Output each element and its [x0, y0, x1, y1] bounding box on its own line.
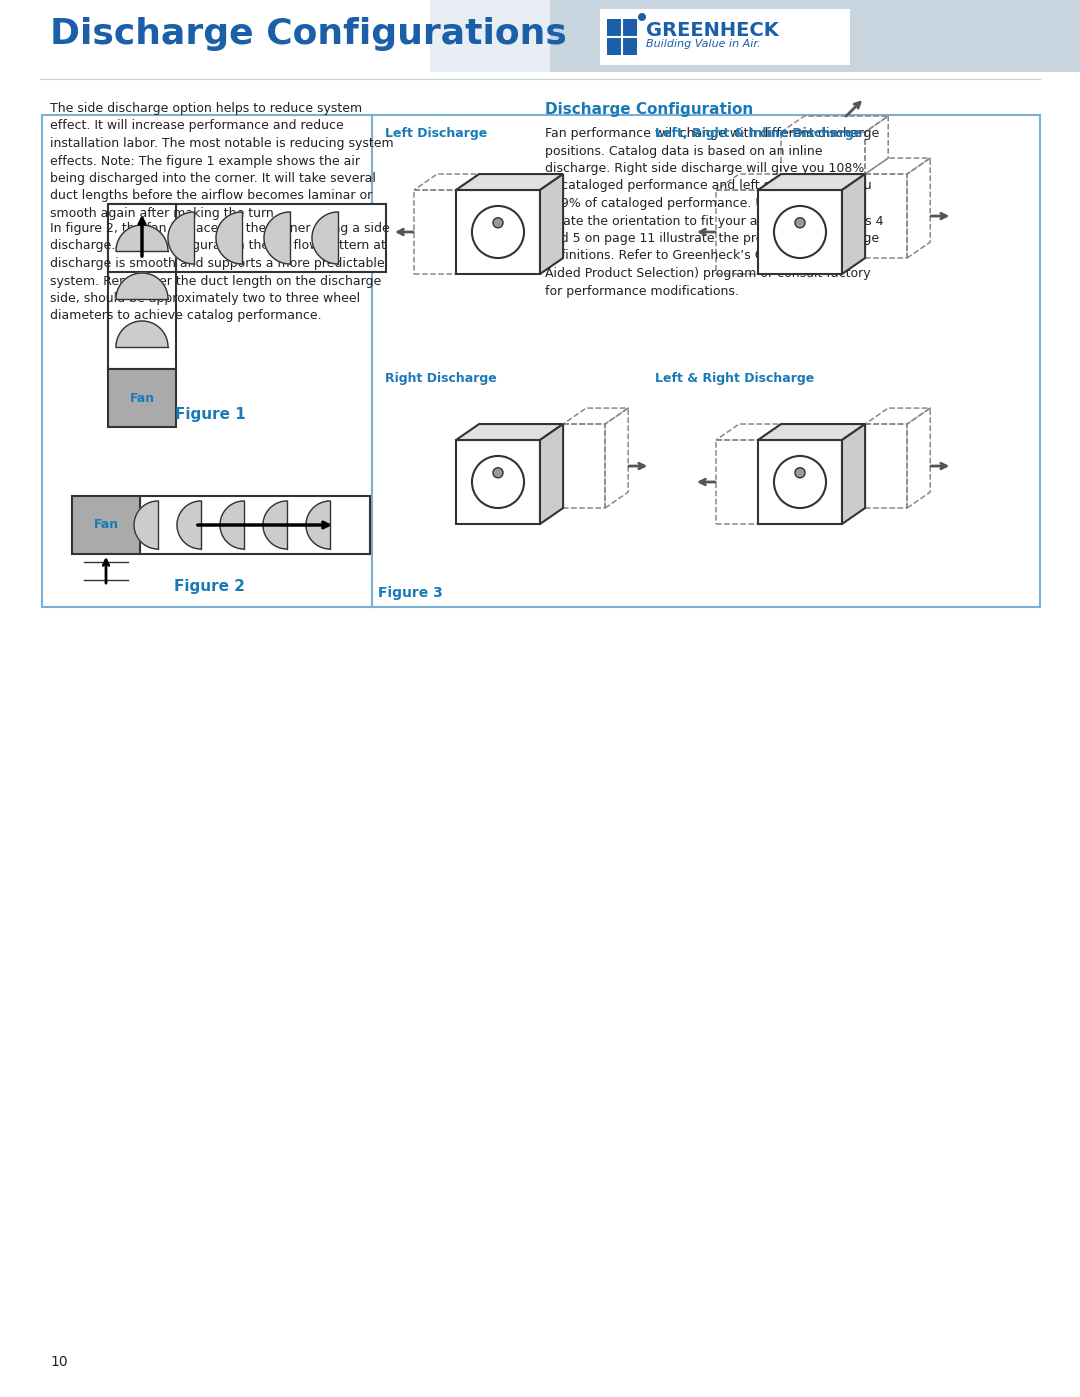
Polygon shape	[264, 502, 287, 549]
Polygon shape	[758, 190, 842, 274]
Polygon shape	[220, 502, 244, 549]
Polygon shape	[456, 425, 563, 440]
Bar	[372, 115, 1040, 608]
Polygon shape	[758, 440, 842, 524]
Text: The side discharge option helps to reduce system
effect. It will increase perfor: The side discharge option helps to reduc…	[50, 102, 393, 219]
Bar	[430, 0, 550, 73]
Text: Fan performance will change with different discharge
positions. Catalog data is : Fan performance will change with differe…	[545, 127, 883, 298]
Polygon shape	[456, 440, 540, 524]
Polygon shape	[312, 212, 338, 264]
Text: Discharge Configuration: Discharge Configuration	[545, 102, 753, 117]
Bar	[140, 496, 370, 555]
Polygon shape	[456, 175, 563, 190]
Text: Discharge Configurations: Discharge Configurations	[50, 17, 567, 52]
Text: Fan: Fan	[94, 518, 119, 531]
Text: GREENHECK: GREENHECK	[646, 21, 779, 41]
Bar	[430, 0, 1080, 73]
Bar	[108, 204, 176, 272]
Polygon shape	[306, 502, 330, 549]
Text: Left, Right & Inline Discharge: Left, Right & Inline Discharge	[654, 127, 862, 140]
Text: In figure 2, the fan is placed in the corner using a side
discharge. In this con: In figure 2, the fan is placed in the co…	[50, 222, 390, 323]
Polygon shape	[168, 212, 194, 264]
Polygon shape	[842, 425, 865, 524]
Bar	[600, 8, 850, 66]
Polygon shape	[116, 321, 168, 346]
Polygon shape	[216, 212, 242, 264]
Bar	[72, 496, 140, 555]
Polygon shape	[540, 175, 563, 274]
Text: Fan: Fan	[130, 391, 154, 405]
Text: Left & Right Discharge: Left & Right Discharge	[654, 372, 814, 386]
Text: Right Discharge: Right Discharge	[384, 372, 497, 386]
Bar	[42, 115, 372, 608]
Polygon shape	[842, 175, 865, 274]
Circle shape	[774, 455, 826, 509]
Polygon shape	[540, 425, 563, 524]
Text: Left Discharge: Left Discharge	[384, 127, 487, 140]
Circle shape	[472, 205, 524, 258]
Text: Figure 3: Figure 3	[378, 585, 443, 599]
Bar	[108, 369, 176, 427]
Polygon shape	[758, 425, 865, 440]
Circle shape	[795, 218, 805, 228]
Circle shape	[492, 218, 503, 228]
Polygon shape	[264, 212, 291, 264]
Bar	[607, 20, 637, 54]
Polygon shape	[177, 502, 201, 549]
Polygon shape	[116, 225, 168, 251]
Text: 10: 10	[50, 1355, 68, 1369]
Polygon shape	[116, 272, 168, 299]
Polygon shape	[134, 502, 158, 549]
Circle shape	[492, 468, 503, 478]
Circle shape	[795, 468, 805, 478]
Text: Figure 1: Figure 1	[175, 408, 245, 422]
Bar	[176, 204, 386, 272]
Polygon shape	[758, 175, 865, 190]
Text: Building Value in Air.: Building Value in Air.	[646, 39, 760, 49]
Bar	[108, 204, 176, 369]
Circle shape	[638, 13, 646, 21]
Circle shape	[472, 455, 524, 509]
Circle shape	[774, 205, 826, 258]
Polygon shape	[456, 190, 540, 274]
Text: Figure 2: Figure 2	[175, 580, 245, 595]
